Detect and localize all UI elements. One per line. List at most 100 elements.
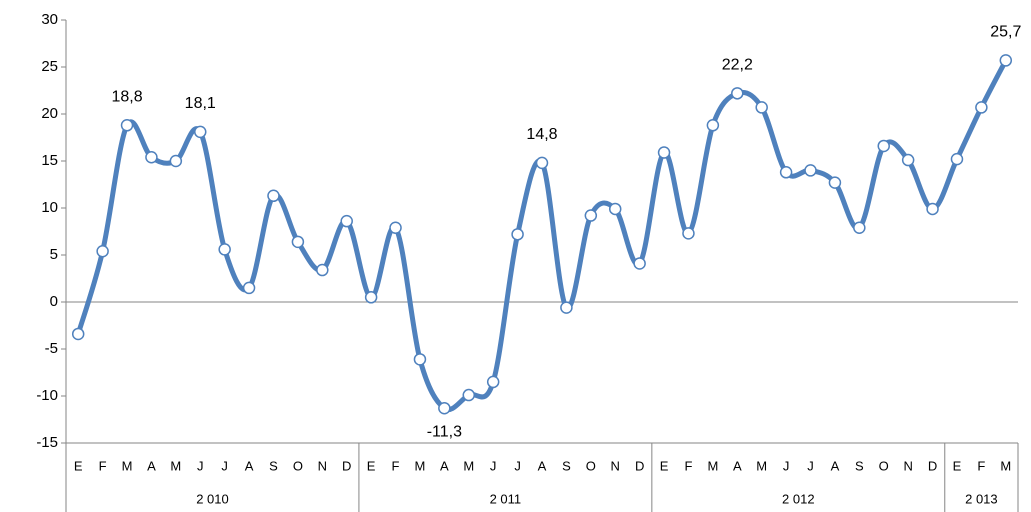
y-tick-label: 10 — [41, 199, 58, 216]
x-tick-label: M — [707, 458, 718, 473]
y-tick-label: -15 — [36, 434, 58, 451]
point — [340, 214, 353, 228]
y-tick-label: 20 — [41, 105, 58, 122]
point — [389, 221, 402, 234]
point — [926, 202, 939, 216]
point — [267, 189, 280, 203]
x-tick-label: F — [977, 458, 985, 473]
point — [462, 388, 476, 402]
y-tick-label: -5 — [45, 340, 58, 357]
y-tick-label: 15 — [41, 152, 58, 169]
x-tick-label: S — [562, 458, 571, 473]
x-tick-label: F — [392, 458, 400, 473]
x-group-label: 2 011 — [490, 491, 522, 506]
point — [950, 152, 964, 166]
point — [877, 139, 890, 153]
data-label: 22,2 — [722, 57, 753, 74]
point — [316, 263, 329, 277]
x-tick-label: M — [1000, 458, 1011, 473]
x-tick-label: S — [269, 458, 278, 473]
x-tick-label: D — [635, 458, 644, 473]
x-group-label: 2 010 — [196, 491, 229, 506]
x-tick-label: N — [903, 458, 912, 473]
y-tick-label: 30 — [41, 11, 58, 28]
x-tick-label: S — [855, 458, 864, 473]
x-group-label: 2 013 — [965, 491, 998, 506]
x-tick-label: E — [660, 458, 669, 473]
x-tick-label: A — [538, 458, 547, 473]
x-tick-label: A — [245, 458, 254, 473]
x-tick-label: M — [170, 458, 181, 473]
point — [120, 119, 134, 132]
data-label: 25,7 — [990, 24, 1021, 41]
point — [145, 150, 158, 164]
x-tick-label: E — [953, 458, 962, 473]
point — [96, 244, 109, 258]
y-tick-label: 0 — [50, 293, 58, 310]
point — [291, 235, 305, 249]
x-tick-label: A — [733, 458, 742, 473]
point — [853, 221, 866, 234]
point — [71, 327, 85, 341]
point — [535, 156, 549, 170]
data-label: 18,8 — [111, 88, 142, 105]
point — [608, 202, 622, 216]
point — [438, 401, 451, 415]
point — [901, 153, 915, 167]
x-tick-label: A — [147, 458, 156, 473]
x-group-label: 2 012 — [782, 491, 815, 506]
point — [999, 54, 1013, 67]
x-tick-label: O — [293, 458, 303, 473]
point — [511, 228, 524, 241]
point — [731, 87, 744, 100]
x-tick-label: F — [99, 458, 107, 473]
x-tick-label: N — [318, 458, 327, 473]
y-tick-label: 5 — [50, 246, 58, 263]
x-tick-label: M — [463, 458, 474, 473]
point — [364, 291, 378, 304]
point — [413, 353, 427, 366]
point — [633, 257, 646, 270]
x-tick-label: J — [197, 458, 204, 473]
x-tick-label: J — [221, 458, 228, 473]
x-tick-label: O — [879, 458, 889, 473]
y-tick-label: 25 — [41, 58, 58, 75]
x-tick-label: M — [756, 458, 767, 473]
point — [804, 164, 817, 177]
x-tick-label: D — [342, 458, 351, 473]
data-label: -11,3 — [427, 423, 462, 440]
point — [218, 243, 231, 256]
x-tick-label: M — [415, 458, 426, 473]
x-tick-label: J — [783, 458, 790, 473]
point — [779, 166, 793, 179]
point — [706, 119, 720, 132]
x-tick-label: N — [611, 458, 620, 473]
x-tick-label: O — [586, 458, 596, 473]
x-tick-label: J — [514, 458, 521, 473]
x-tick-label: J — [807, 458, 814, 473]
point — [486, 375, 500, 389]
point — [657, 146, 671, 159]
point — [194, 125, 207, 139]
x-tick-label: A — [831, 458, 840, 473]
point — [755, 101, 768, 114]
x-tick-label: J — [490, 458, 497, 473]
data-label: 18,1 — [185, 95, 216, 112]
x-tick-label: M — [122, 458, 133, 473]
point — [975, 101, 988, 114]
point — [169, 154, 183, 168]
point — [560, 301, 573, 314]
x-tick-label: E — [74, 458, 83, 473]
y-tick-label: -10 — [36, 387, 58, 404]
x-tick-label: A — [440, 458, 449, 473]
line-series — [75, 59, 1009, 413]
x-tick-label: E — [367, 458, 376, 473]
x-tick-label: D — [928, 458, 937, 473]
point — [682, 227, 695, 240]
point — [584, 209, 598, 222]
point — [242, 281, 256, 295]
x-tick-label: F — [684, 458, 692, 473]
data-label: 14,8 — [526, 126, 557, 143]
point — [828, 176, 842, 189]
